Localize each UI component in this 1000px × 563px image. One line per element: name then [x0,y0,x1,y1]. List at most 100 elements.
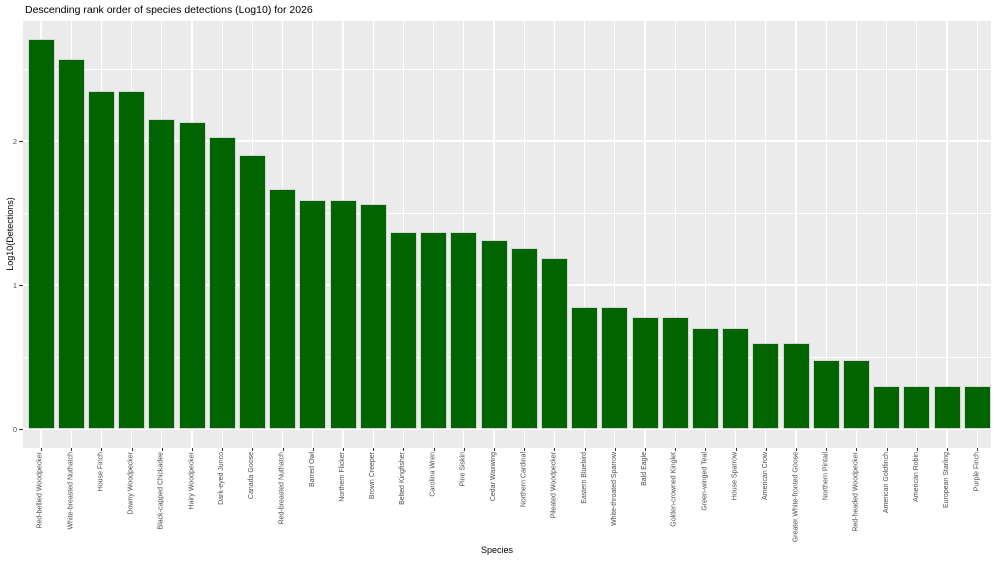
chart-title: Descending rank order of species detecti… [25,4,313,16]
x-axis-tick-label: White-breasted Nuthatch [67,452,75,530]
x-axis-tick-label: Red-headed Woodpecker [852,452,860,532]
bar-greater-white-fronted-goose [782,342,810,429]
gridline-x [885,21,888,448]
x-axis-tick [977,448,979,451]
gridline-y-major [23,428,991,430]
bar-purple-finch [963,385,991,429]
x-axis-tick [705,448,707,451]
x-axis-tick-label: Bald Eagle [641,452,648,486]
x-axis-tick-label: Pine Siskin [459,452,467,487]
bar-canada-goose [238,155,266,429]
bar-hairy-woodpecker [178,122,206,429]
x-axis-tick-label: Eastern Bluebird [580,452,588,504]
bar-cedar-waxwing [480,240,508,429]
x-axis-tick-label: Carolina Wren [429,452,437,497]
x-axis-tick-label: White-throated Sparrow [610,452,618,526]
x-axis-tick-label: Red-bellied Woodpecker [37,452,44,529]
x-axis-tick [222,448,224,451]
x-axis-tick-label: Hairy Woodpecker [188,452,195,510]
bar-american-goldfinch [873,385,901,429]
x-axis-tick [856,448,858,451]
bar-american-robin [903,385,931,429]
gridline-x [704,21,707,448]
bar-dark-eyed-junco [208,136,236,429]
gridline-x [493,21,495,448]
x-axis-tick [373,448,375,451]
x-axis-tick-label: Black-capped Chickadee [157,452,165,530]
bar-pine-siskin [450,231,478,429]
x-axis-tick [886,448,888,451]
bar-belted-kingfisher [389,231,417,429]
y-axis-title: Log10(Detections) [5,197,15,271]
gridline-x [553,21,556,448]
bar-bald-eagle [631,316,659,429]
y-axis-tick-label: 0 [12,424,17,434]
x-axis-tick-label: Dark-eyed Junco [218,452,226,505]
bar-barred-owl [299,200,327,429]
x-axis-tick [796,448,797,451]
bar-house-finch [87,90,115,429]
x-axis-tick-label: Golden-crowned Kinglet [671,452,679,527]
bar-american-crow [752,342,780,429]
x-axis-tick [192,448,193,451]
x-axis-tick-label: Green-winged Teal [701,452,709,511]
x-axis-tick-label: Pileated Woodpecker [550,452,558,519]
bar-northern-pintail [812,359,840,429]
gridline-x [976,21,978,448]
gridline-x [583,21,586,448]
x-axis-tick [584,448,586,451]
bar-european-starling [933,385,961,429]
plot-panel [23,21,991,448]
gridline-x [674,21,676,448]
bar-brown-creeper [359,204,387,429]
gridline-x [614,21,616,448]
gridline-x [825,21,827,448]
x-axis-tick-label: Greater White-fronted Goose [792,452,799,543]
gridline-x [946,21,948,448]
bar-downy-woodpecker [118,90,146,429]
gridline-x [523,21,525,448]
x-axis-tick [554,448,556,451]
bar-eastern-bluebird [571,306,599,429]
gridline-x [644,21,646,448]
x-axis-tick-label: Northern Pintail [822,452,830,501]
bar-black-capped-chickadee [148,119,176,429]
gridline-x [734,21,737,448]
x-axis-tick-label: American Robin [912,452,920,502]
x-axis-tick [312,448,314,451]
gridline-x [916,21,918,448]
x-axis-tick [101,448,103,451]
y-axis-tick-label: 1 [12,280,17,290]
bar-red-headed-woodpecker [842,359,870,429]
gridline-x [855,21,858,448]
x-axis-tick-label: Purple Finch [973,452,981,492]
x-axis-tick-label: Northern Flicker [339,452,346,502]
bar-white-breasted-nuthatch [57,58,85,429]
bar-house-sparrow [722,328,750,429]
x-axis-tick-label: American Crow [761,452,769,500]
gridline-y-minor [23,213,991,214]
bar-green-winged-teal [691,328,719,429]
x-axis-tick [463,448,465,451]
x-axis-tick [282,448,284,451]
y-axis-tick [19,429,23,430]
bar-pileated-woodpecker [540,257,568,429]
x-axis-tick-label: Cedar Waxwing [490,452,497,502]
x-axis-tick [131,448,133,451]
x-axis-tick [916,448,918,451]
x-axis-tick [614,448,616,451]
bar-white-throated-sparrow [601,306,629,429]
y-axis-tick [19,141,23,142]
x-axis-tick [252,448,254,451]
x-axis-tick-label: Belted Kingfisher [399,452,407,505]
x-axis-tick [826,448,828,451]
x-axis-title: Species [480,545,514,555]
x-axis-tick [41,448,42,451]
bar-carolina-wren [420,231,448,429]
x-axis-tick-label: Downy Woodpecker [127,452,135,515]
gridline-y-major [23,140,991,142]
x-axis-tick-label: European Starling [943,452,950,509]
bar-northern-cardinal [510,247,538,429]
gridline-x [795,21,797,448]
